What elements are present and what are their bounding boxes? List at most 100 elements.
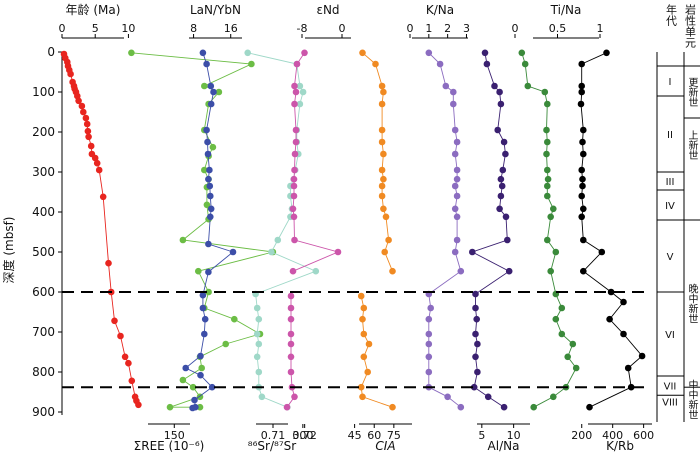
- point-cia-4: [378, 100, 386, 108]
- depth-tick-label-300: 300: [32, 165, 55, 179]
- point-ree-1: [248, 60, 255, 68]
- panel-cia2: [357, 292, 396, 411]
- point-age-18: [87, 142, 95, 150]
- tick-label-kna-0: 0: [407, 22, 414, 35]
- series-line-alna: [471, 52, 511, 408]
- unit-label-5: VI: [665, 330, 675, 341]
- tick-label-kna-3: 3: [463, 22, 470, 35]
- point-ree-20: [222, 340, 229, 348]
- point-kna-26: [457, 403, 465, 411]
- age-label-3: 中中新世: [686, 378, 698, 419]
- point-la-18: [199, 304, 207, 312]
- point-la-11: [207, 192, 214, 200]
- label-kna: K/Na: [426, 3, 454, 17]
- point-tina-4: [544, 100, 551, 108]
- point-cia2-9: [389, 403, 396, 411]
- point-kna-2: [442, 82, 450, 90]
- panel-tina: 0 0.5 1 Ti/Na: [512, 3, 604, 411]
- point-tina-8: [544, 166, 551, 174]
- series-line-cia2: [360, 295, 393, 408]
- tick-label-cia-60: 60: [367, 429, 381, 442]
- point-nd-8: [291, 166, 298, 174]
- point-cia2-7: [357, 383, 365, 391]
- point-tina-19: [552, 315, 560, 323]
- point-kna-15: [451, 248, 459, 256]
- point-krb-1: [578, 60, 585, 68]
- unit-label-7: VIII: [662, 398, 678, 409]
- point-ree-24: [189, 383, 197, 391]
- tick-label-ree-300: 300: [292, 429, 313, 442]
- point-age-24: [105, 259, 112, 267]
- point-krb-14: [580, 236, 587, 244]
- point-age-26: [111, 317, 118, 325]
- point-tina-20: [558, 330, 566, 338]
- point-nd-12: [289, 205, 297, 213]
- point-kna-5: [451, 126, 459, 134]
- point-cia2-0: [357, 292, 365, 300]
- label-cia: CIA: [375, 439, 395, 453]
- point-sr-19: [255, 315, 263, 323]
- point-cia-1: [372, 60, 379, 68]
- point-la-16: [205, 268, 212, 276]
- point-la-15: [229, 248, 237, 256]
- point-cia-11: [378, 192, 386, 200]
- point-alna-25: [484, 393, 492, 401]
- tick-label-nd-0: 0: [339, 22, 346, 35]
- point-cia-10: [378, 182, 386, 190]
- unit-label-2: III: [666, 177, 675, 188]
- point-kna-4: [450, 100, 457, 108]
- point-la-12: [207, 205, 215, 213]
- point-alna-1: [483, 60, 491, 68]
- point-alna-8: [499, 166, 507, 174]
- point-la-25: [191, 396, 198, 404]
- point-cia-7: [380, 150, 387, 158]
- series-line-nd2: [286, 296, 295, 408]
- point-kna-13: [453, 213, 461, 221]
- point-nd2-4: [287, 340, 295, 348]
- point-kna-3: [450, 88, 457, 96]
- unit-label-3: IV: [665, 201, 675, 212]
- point-la-4: [207, 100, 215, 108]
- tick-label-nd--8: -8: [297, 22, 308, 35]
- point-ree-16: [205, 288, 212, 296]
- point-ree-18: [231, 315, 238, 323]
- point-krb-5: [580, 126, 587, 134]
- point-sr-23: [255, 368, 263, 376]
- label-age: 年龄 (Ma): [66, 3, 121, 17]
- point-tina-21: [569, 340, 577, 348]
- point-krb-8: [578, 166, 585, 174]
- tick-label-tina-0.5: 0.5: [549, 22, 567, 35]
- panel-nd2: [283, 292, 298, 411]
- point-cia-15: [381, 248, 389, 256]
- point-krb-10: [579, 182, 586, 190]
- point-age-12: [78, 102, 86, 110]
- point-nd-4: [291, 100, 298, 108]
- point-cia-0: [359, 49, 366, 57]
- point-sr-3: [299, 88, 307, 96]
- depth-tick-label-400: 400: [32, 205, 55, 219]
- point-la-23: [197, 371, 204, 379]
- point-kna-22: [425, 353, 433, 361]
- series-line-la: [184, 52, 234, 409]
- point-nd-13: [290, 213, 298, 221]
- point-alna-14: [504, 236, 511, 244]
- tick-label-krb-400: 400: [602, 429, 623, 442]
- point-age-14: [82, 114, 90, 122]
- point-nd-3: [292, 88, 300, 96]
- point-tina-0: [518, 49, 526, 57]
- point-nd2-8: [291, 393, 298, 401]
- point-nd-2: [291, 82, 298, 90]
- point-age-22: [95, 166, 103, 174]
- point-cia2-2: [359, 315, 366, 323]
- point-age-27: [117, 332, 124, 340]
- point-nd-5: [292, 126, 300, 134]
- point-sr-22: [253, 353, 261, 361]
- point-krb-23: [627, 383, 635, 391]
- unit-boundary-lines: [62, 291, 650, 389]
- label-krb: K/Rb: [606, 439, 634, 453]
- point-kna-23: [425, 368, 433, 376]
- point-cia-16: [389, 267, 396, 275]
- point-age-29: [125, 359, 132, 367]
